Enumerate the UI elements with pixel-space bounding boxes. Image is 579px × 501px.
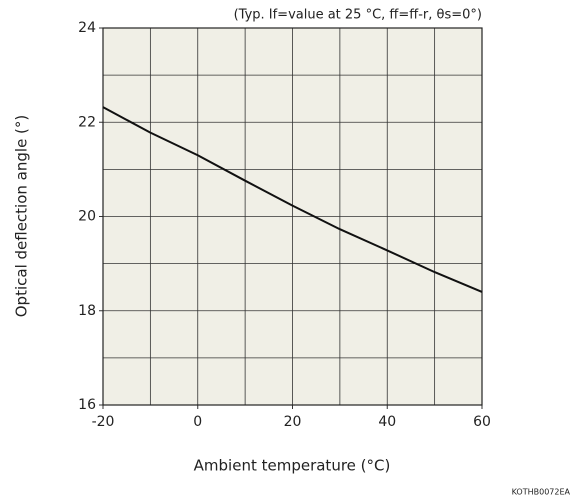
- y-tick-label: 24: [78, 20, 96, 36]
- annotation: (Typ. If=value at 25 °C, ff=ff-r, θs=0°): [234, 8, 482, 23]
- x-tick-label: 40: [378, 414, 396, 430]
- data-line: [102, 106, 483, 293]
- x-tick-label: 20: [284, 414, 302, 430]
- x-axis-label: Ambient temperature (°C): [194, 457, 391, 475]
- x-tick-label: 60: [473, 414, 491, 430]
- y-tick-label: 18: [78, 303, 96, 319]
- x-tick-label: -20: [92, 414, 115, 430]
- y-tick-label: 20: [78, 209, 96, 225]
- plot-frame: [102, 27, 483, 406]
- y-axis-label: Optical deflection angle (°): [13, 115, 31, 318]
- y-tick-label: 22: [78, 114, 96, 130]
- y-tick-label: 16: [78, 397, 96, 413]
- figure-code: KOTHB0072EA: [512, 488, 571, 497]
- x-tick-label: 0: [193, 414, 202, 430]
